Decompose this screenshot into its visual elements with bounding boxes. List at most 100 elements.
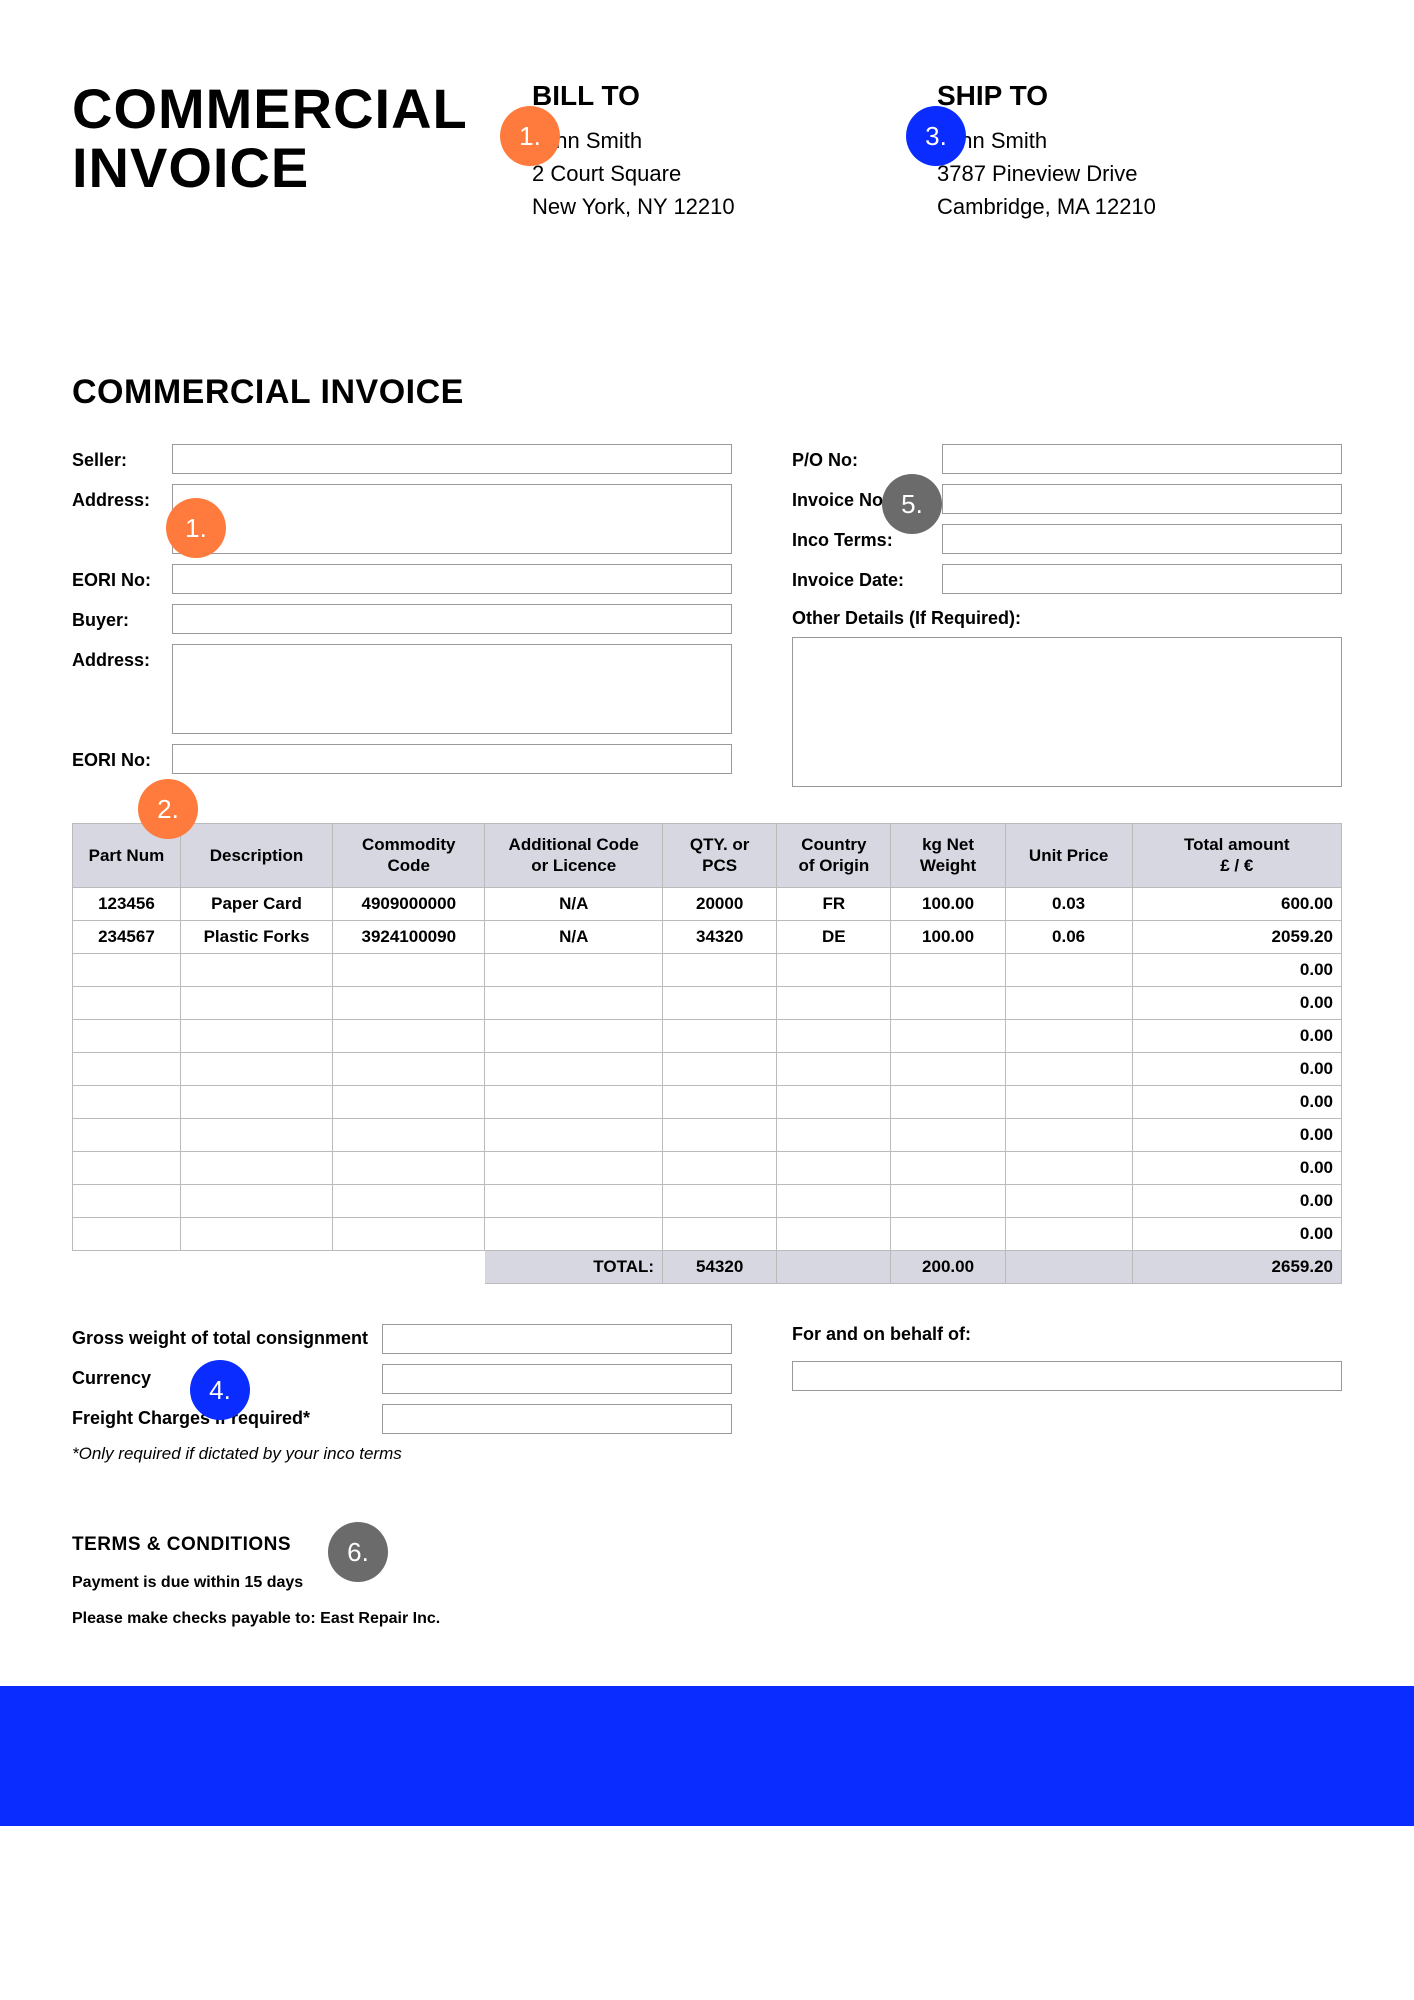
table-cell: 0.00 (1132, 953, 1341, 986)
seller-eori-input[interactable] (172, 564, 732, 594)
table-cell (485, 1052, 663, 1085)
table-cell (891, 1217, 1005, 1250)
table-cell (777, 986, 891, 1019)
table-cell (777, 1151, 891, 1184)
table-cell: 0.00 (1132, 1085, 1341, 1118)
table-row: 0.00 (73, 1052, 1342, 1085)
table-cell (891, 986, 1005, 1019)
invoice-form: COMMERCIAL INVOICE Seller: Address: EORI… (72, 373, 1342, 1686)
po-input[interactable] (942, 444, 1342, 474)
buyer-eori-input[interactable] (172, 744, 732, 774)
table-row: 0.00 (73, 1151, 1342, 1184)
table-cell: DE (777, 920, 891, 953)
behalf-input[interactable] (792, 1361, 1342, 1391)
seller-input[interactable] (172, 444, 732, 474)
table-cell (663, 1019, 777, 1052)
table-cell (73, 1217, 181, 1250)
table-cell: 3924100090 (333, 920, 485, 953)
table-cell (1005, 986, 1132, 1019)
table-cell (891, 1151, 1005, 1184)
table-cell (777, 1118, 891, 1151)
annotation-badge: 5. (882, 474, 942, 534)
table-cell (663, 1085, 777, 1118)
table-cell (1005, 953, 1132, 986)
gross-weight-label: Gross weight of total consignment (72, 1328, 382, 1349)
address-label: Address: (72, 484, 172, 511)
table-cell (1005, 1085, 1132, 1118)
table-cell (663, 1217, 777, 1250)
form-right-col: P/O No: Invoice No: Inco Terms: Invoice … (792, 444, 1342, 787)
buyer-address-input[interactable] (172, 644, 732, 734)
table-cell (333, 1019, 485, 1052)
table-cell: FR (777, 887, 891, 920)
table-cell (333, 1085, 485, 1118)
gross-weight-input[interactable] (382, 1324, 732, 1354)
currency-input[interactable] (382, 1364, 732, 1394)
table-cell: 0.06 (1005, 920, 1132, 953)
table-row: 0.00 (73, 1019, 1342, 1052)
table-cell (180, 1052, 332, 1085)
form-left-col: Seller: Address: EORI No: Buyer: Address… (72, 444, 732, 787)
bottom-fields: Gross weight of total consignment Curren… (72, 1324, 1342, 1464)
table-row: 0.00 (73, 1085, 1342, 1118)
table-cell: 0.00 (1132, 1019, 1341, 1052)
table-cell (73, 1052, 181, 1085)
table-cell (333, 1217, 485, 1250)
eori2-label: EORI No: (72, 744, 172, 771)
table-cell (777, 1184, 891, 1217)
buyer-label: Buyer: (72, 604, 172, 631)
table-cell (1005, 1151, 1132, 1184)
table-cell: Plastic Forks (180, 920, 332, 953)
table-cell: TOTAL: (485, 1250, 663, 1283)
table-cell (891, 1184, 1005, 1217)
invoice-date-input[interactable] (942, 564, 1342, 594)
invoice-date-label: Invoice Date: (792, 564, 942, 591)
items-table-wrap: Part NumDescriptionCommodityCodeAddition… (72, 823, 1342, 1284)
bill-to-name: John Smith (532, 124, 897, 157)
table-row: 0.00 (73, 1184, 1342, 1217)
table-cell (485, 1085, 663, 1118)
table-row: 234567Plastic Forks3924100090N/A34320DE1… (73, 920, 1342, 953)
table-cell: 100.00 (891, 887, 1005, 920)
table-cell (891, 1019, 1005, 1052)
freight-input[interactable] (382, 1404, 732, 1434)
annotation-badge: 3. (906, 106, 966, 166)
other-details-input[interactable] (792, 637, 1342, 787)
table-cell: 54320 (663, 1250, 777, 1283)
ship-to-name: John Smith (937, 124, 1302, 157)
table-cell (485, 1217, 663, 1250)
table-cell (333, 1184, 485, 1217)
invoice-no-input[interactable] (942, 484, 1342, 514)
annotation-badge: 6. (328, 1522, 388, 1582)
table-cell (180, 953, 332, 986)
inco-input[interactable] (942, 524, 1342, 554)
page: COMMERCIAL INVOICE BILL TO John Smith 2 … (0, 0, 1414, 1826)
table-cell (891, 1118, 1005, 1151)
table-cell (73, 1151, 181, 1184)
seller-address-input[interactable] (172, 484, 732, 554)
table-cell: 2659.20 (1132, 1250, 1341, 1283)
table-cell (73, 986, 181, 1019)
buyer-input[interactable] (172, 604, 732, 634)
annotation-badge: 1. (500, 106, 560, 166)
table-cell (73, 1085, 181, 1118)
table-cell: 123456 (73, 887, 181, 920)
ship-to-heading: SHIP TO (937, 80, 1302, 112)
table-cell (1005, 1184, 1132, 1217)
seller-label: Seller: (72, 444, 172, 471)
table-cell (333, 953, 485, 986)
table-cell (485, 986, 663, 1019)
annotation-badge: 4. (190, 1360, 250, 1420)
table-cell (180, 1250, 332, 1283)
table-cell (663, 1184, 777, 1217)
table-cell (663, 1151, 777, 1184)
bottom-left: Gross weight of total consignment Curren… (72, 1324, 732, 1464)
table-cell (485, 1184, 663, 1217)
form-columns: Seller: Address: EORI No: Buyer: Address… (72, 444, 1342, 787)
table-cell (485, 1019, 663, 1052)
table-cell (777, 953, 891, 986)
table-header-cell: QTY. orPCS (663, 824, 777, 888)
freight-note: *Only required if dictated by your inco … (72, 1444, 732, 1464)
table-cell: 200.00 (891, 1250, 1005, 1283)
form-title: COMMERCIAL INVOICE (72, 373, 1342, 412)
